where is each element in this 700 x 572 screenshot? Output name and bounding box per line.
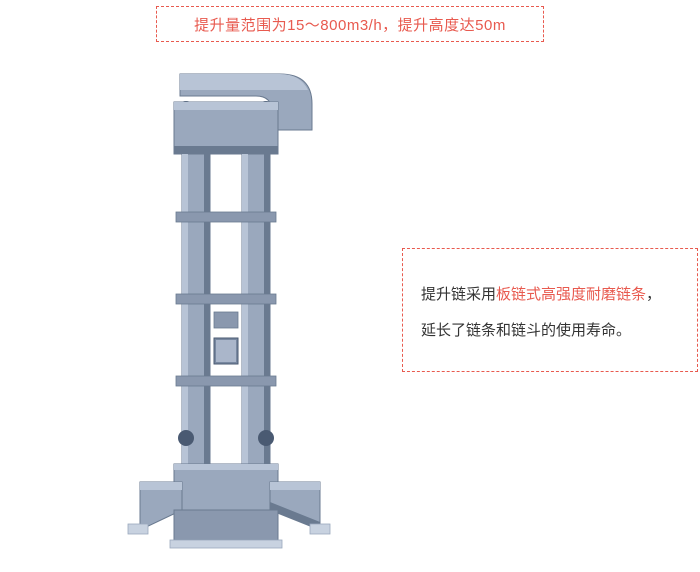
spec-callout-box: 提升量范围为15～800m3/h，提升高度达50m — [156, 6, 544, 42]
feature-line-2: 延长了链条和链斗的使用寿命。 — [421, 313, 679, 349]
spec-text: 提升量范围为15～800m3/h，提升高度达50m — [194, 14, 506, 35]
feature-line-1: 提升链采用板链式高强度耐磨链条， — [421, 277, 679, 313]
bucket-elevator-diagram — [120, 62, 340, 562]
feature-callout-box: 提升链采用板链式高强度耐磨链条， 延长了链条和链斗的使用寿命。 — [402, 248, 698, 372]
feature-prefix: 提升链采用 — [421, 286, 496, 303]
feature-suffix: ， — [646, 286, 661, 303]
feature-highlight: 板链式高强度耐磨链条 — [496, 286, 646, 303]
